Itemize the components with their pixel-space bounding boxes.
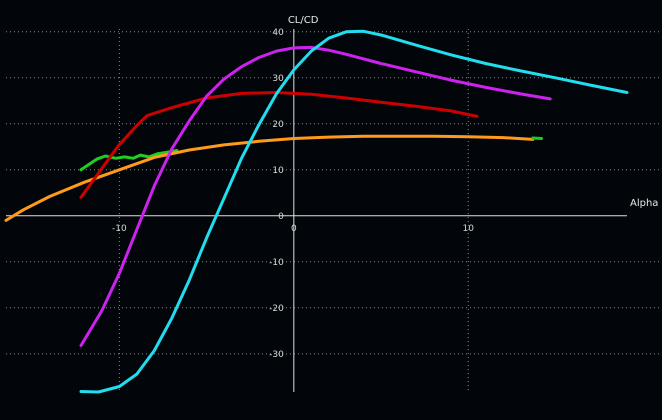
x-tick-label: 0 <box>291 224 297 234</box>
y-tick-label: 0 <box>278 212 284 222</box>
y-tick-label: 30 <box>272 74 284 84</box>
grid <box>6 29 662 392</box>
y-tick-label: -20 <box>269 304 284 314</box>
series-line <box>79 91 479 199</box>
series-line <box>79 29 629 394</box>
axes <box>6 29 627 392</box>
series-lines <box>4 29 629 394</box>
series-line <box>79 45 552 347</box>
tick-labels: -10 0 10 -30 -20 -10 0 10 20 30 40 <box>112 28 474 360</box>
y-tick-label: -10 <box>269 258 284 268</box>
y-axis-title: CL/CD <box>288 15 319 26</box>
series-line <box>4 134 535 222</box>
x-axis-title: Alpha <box>630 198 658 209</box>
y-tick-label: -30 <box>269 350 284 360</box>
x-tick-label: -10 <box>112 224 127 234</box>
series-line <box>531 136 543 140</box>
y-tick-label: 40 <box>272 28 284 38</box>
y-tick-label: 20 <box>272 120 284 130</box>
series-line <box>79 149 179 172</box>
y-tick-label: 10 <box>272 166 284 176</box>
x-tick-label: 10 <box>463 224 475 234</box>
